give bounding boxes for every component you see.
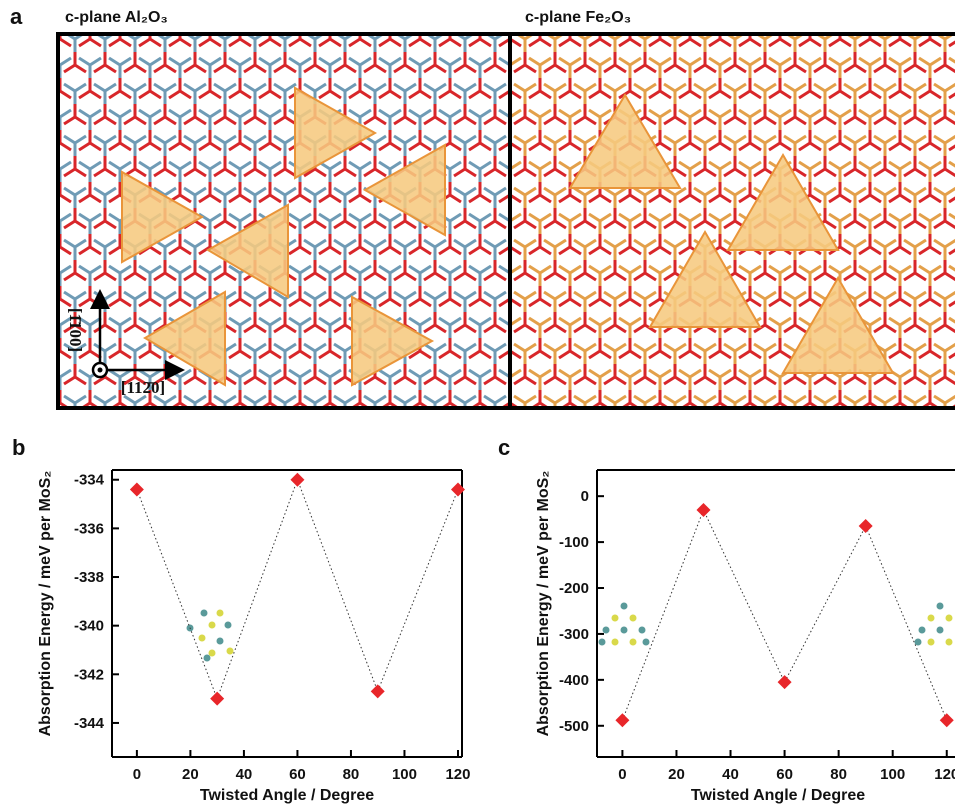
data-point	[940, 713, 954, 727]
mos2-icon	[187, 610, 234, 662]
y-axis-label: Absorption Energy / meV per MoS₂	[37, 471, 54, 737]
data-point	[290, 473, 304, 487]
y-tick-label: -334	[74, 472, 105, 489]
direction-label: [1̄100]	[66, 308, 85, 352]
y-tick-label: -300	[559, 626, 589, 643]
x-tick-label: 80	[343, 766, 360, 783]
x-tick-label: 20	[182, 766, 199, 783]
mos2-icon	[915, 603, 953, 646]
plot	[615, 503, 953, 727]
x-tick-label: 80	[830, 766, 847, 783]
fe2o3-lattice	[510, 34, 955, 408]
data-point	[130, 482, 144, 496]
mos2-icon	[599, 603, 650, 646]
data-point	[696, 503, 710, 517]
panel-label: a	[10, 4, 23, 29]
x-tick-label: 120	[934, 766, 955, 783]
data-point	[778, 675, 792, 689]
data-point	[210, 692, 224, 706]
y-tick-label: -344	[74, 715, 105, 732]
x-tick-label: 20	[668, 766, 685, 783]
data-point	[371, 684, 385, 698]
x-tick-label: 40	[722, 766, 739, 783]
x-tick-label: 60	[289, 766, 306, 783]
x-tick-label: 120	[445, 766, 470, 783]
panel-title: c-plane Fe₂O₃	[525, 9, 631, 26]
y-tick-label: -342	[74, 666, 104, 683]
panel-label: c	[498, 435, 510, 460]
plot	[130, 473, 465, 706]
figure: a c-plane Al₂O₃ c-plane Fe₂O₃ [1̄100] [1…	[0, 0, 955, 806]
x-tick-label: 100	[392, 766, 417, 783]
x-axis-label: Twisted Angle / Degree	[691, 787, 865, 804]
y-tick-label: -500	[559, 718, 589, 735]
x-axis-label: Twisted Angle / Degree	[200, 787, 374, 804]
x-tick-label: 60	[776, 766, 793, 783]
y-tick-label: -200	[559, 580, 589, 597]
page: a c-plane Al₂O₃ c-plane Fe₂O₃ [1̄100] [1…	[0, 0, 955, 806]
x-tick-label: 40	[236, 766, 253, 783]
direction-label: [112̄0]	[121, 378, 165, 397]
y-tick-label: 0	[581, 488, 589, 505]
y-axis-label: Absorption Energy / meV per MoS₂	[535, 471, 552, 737]
y-tick-label: -340	[74, 618, 104, 635]
data-point	[859, 519, 873, 533]
panel-title: c-plane Al₂O₃	[65, 9, 168, 26]
x-tick-label: 0	[133, 766, 141, 783]
connector-line	[137, 480, 458, 699]
x-tick-label: 0	[618, 766, 626, 783]
y-tick-label: -100	[559, 534, 589, 551]
panel-label: b	[12, 435, 25, 460]
y-tick-label: -338	[74, 569, 104, 586]
y-tick-label: -400	[559, 672, 589, 689]
y-tick-label: -336	[74, 520, 104, 537]
x-tick-label: 100	[880, 766, 905, 783]
data-point	[615, 713, 629, 727]
